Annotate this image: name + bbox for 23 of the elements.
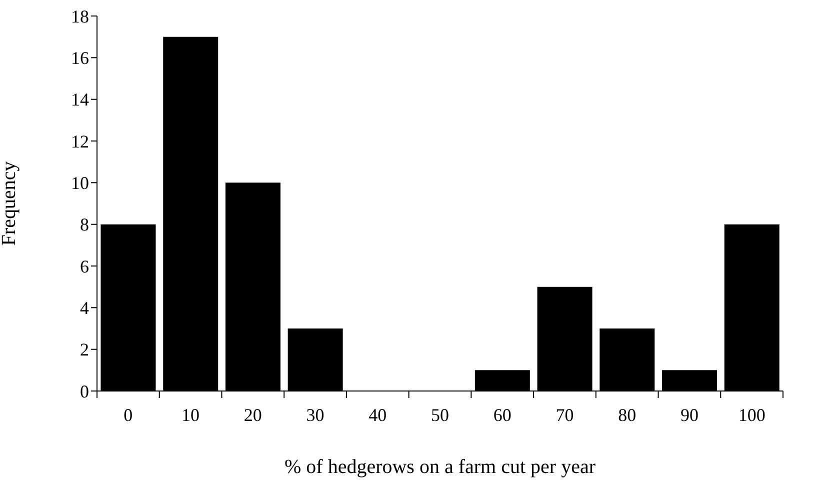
y-tick-label: 10	[71, 173, 89, 194]
x-tick-label: 60	[493, 405, 512, 425]
y-axis-title: Frequency	[0, 161, 20, 246]
x-tick-label: 0	[124, 405, 133, 425]
x-tick-label: 80	[618, 405, 636, 425]
x-axis-title: % of hedgerows on a farm cut per year	[284, 456, 596, 478]
x-tick-label: 90	[680, 405, 698, 425]
x-tick-label: 20	[244, 405, 262, 425]
x-tick-label: 50	[431, 405, 449, 425]
y-tick-label: 8	[80, 214, 89, 235]
x-tick-label: 30	[306, 405, 324, 425]
x-tick-label: 100	[738, 405, 766, 425]
x-tick-label: 10	[182, 405, 200, 425]
y-tick-label: 12	[71, 131, 89, 152]
x-tick-label: 70	[556, 405, 574, 425]
y-tick-label: 14	[71, 90, 89, 110]
y-tick-label: 16	[71, 48, 89, 68]
y-tick-label: 2	[80, 340, 89, 360]
y-tick-label: 6	[80, 256, 89, 276]
x-tick-label: 40	[368, 405, 387, 425]
y-tick-label: 0	[80, 381, 89, 402]
y-tick-label: 4	[80, 298, 89, 318]
y-tick-label: 18	[71, 6, 89, 26]
